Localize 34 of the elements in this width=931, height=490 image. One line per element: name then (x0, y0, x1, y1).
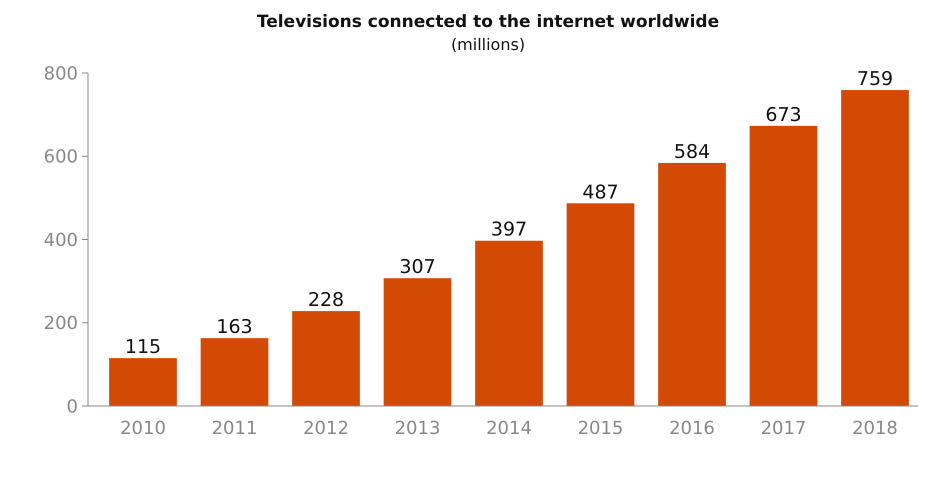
x-tick-label: 2014 (486, 418, 532, 439)
data-label: 228 (308, 289, 344, 312)
data-label: 163 (216, 316, 253, 338)
x-tick-label: 2013 (394, 418, 440, 439)
data-label: 307 (399, 256, 436, 278)
data-label: 487 (582, 181, 619, 204)
bar (750, 126, 818, 406)
bar (292, 311, 360, 406)
x-tick-label: 2015 (578, 418, 624, 439)
data-label: 397 (490, 218, 528, 241)
x-tick-label: 2012 (303, 418, 349, 439)
bar (658, 162, 726, 406)
data-label: 584 (674, 140, 710, 163)
data-label: 759 (856, 68, 894, 90)
chart-subtitle: (millions) (450, 35, 526, 54)
chart-title: Televisions connected to the internet worldwide (256, 12, 720, 32)
bar (566, 203, 634, 406)
bar (109, 358, 177, 406)
x-tick-label: 2010 (120, 418, 166, 439)
x-tick-label: 2017 (760, 418, 806, 439)
x-tick-label: 2016 (669, 418, 715, 439)
x-tick-label: 2011 (212, 418, 258, 439)
y-tick-label: 400 (44, 230, 78, 251)
y-tick-label: 0 (66, 396, 78, 418)
y-tick-label: 600 (44, 146, 78, 168)
x-tick-label: 2018 (852, 418, 898, 439)
y-tick-label: 800 (44, 63, 78, 84)
data-label: 115 (124, 336, 162, 358)
bar (475, 240, 543, 406)
bar (384, 278, 452, 406)
data-label: 673 (765, 104, 802, 126)
bar (841, 90, 909, 406)
bar (200, 338, 268, 406)
y-tick-label: 200 (44, 313, 78, 334)
